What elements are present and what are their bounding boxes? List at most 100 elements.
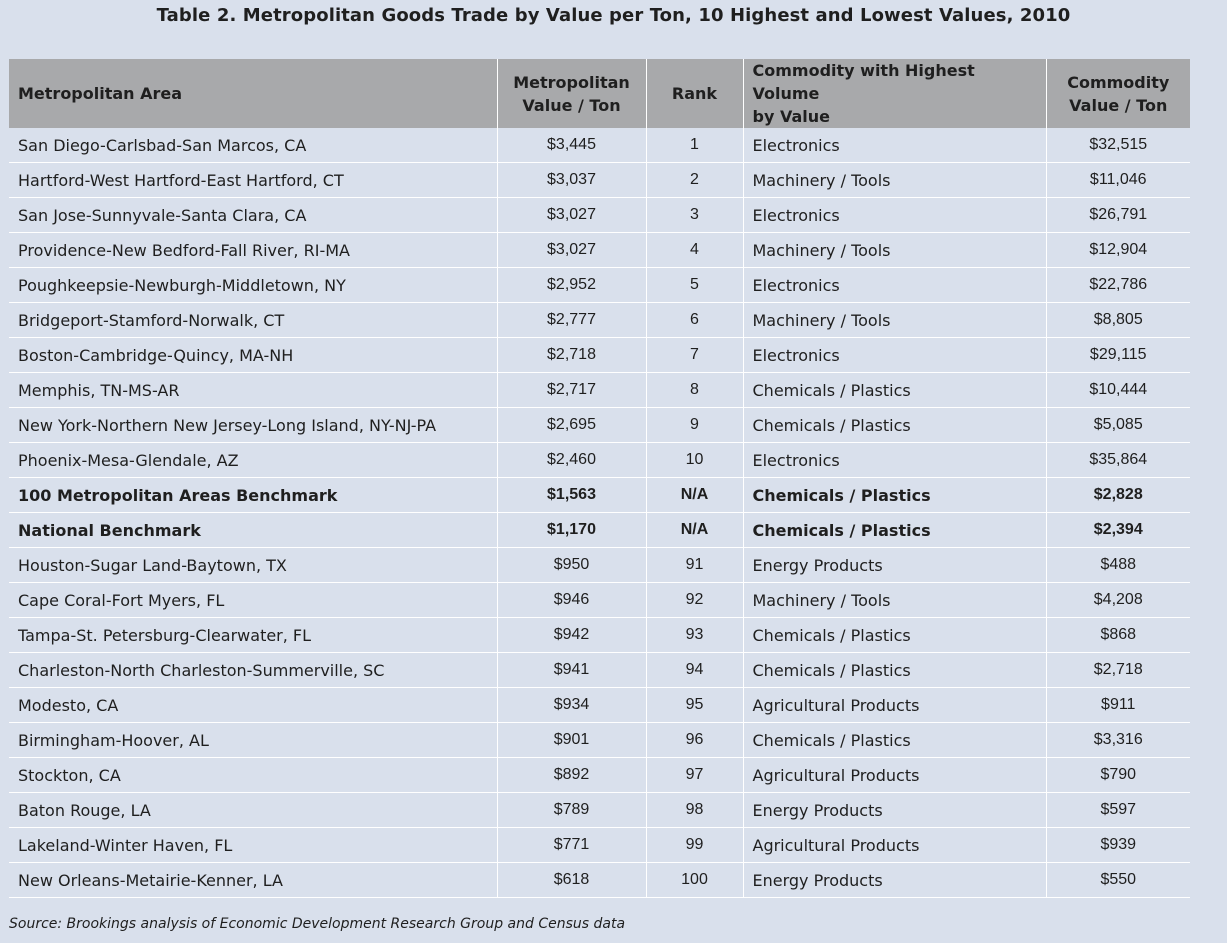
cell-commodity-value: $3,316: [1045, 722, 1190, 758]
cell-commodity-value: $5,085: [1045, 407, 1190, 443]
cell-commodity-value: $597: [1045, 792, 1190, 828]
table-row: Baton Rouge, LA $789 98 Energy Products $597: [9, 792, 1190, 828]
cell-metropolitan-area: Boston-Cambridge-Quincy, MA-NH: [9, 337, 497, 373]
cell-metropolitan-value: $2,717: [496, 372, 646, 408]
cell-commodity: Machinery / Tools: [742, 302, 1046, 338]
cell-rank: 91: [645, 547, 743, 583]
cell-commodity-value: $8,805: [1045, 302, 1190, 338]
cell-commodity: Machinery / Tools: [742, 232, 1046, 268]
cell-metropolitan-value: $789: [496, 792, 646, 828]
table-row: Charleston-North Charleston-Summerville,…: [9, 652, 1190, 688]
cell-commodity-value: $12,904: [1045, 232, 1190, 268]
header-metropolitan-area-label: Metropolitan Area: [18, 84, 183, 103]
cell-metropolitan-value: $2,460: [496, 442, 646, 478]
cell-metropolitan-area: Stockton, CA: [9, 757, 497, 793]
table-header-row: Metropolitan Area Metropolitan Value / T…: [9, 59, 1190, 128]
cell-commodity: Electronics: [742, 128, 1046, 163]
cell-rank: 1: [645, 128, 743, 163]
cell-commodity-value: $4,208: [1045, 582, 1190, 618]
cell-commodity-value: $790: [1045, 757, 1190, 793]
header-metropolitan-area: Metropolitan Area: [9, 59, 497, 128]
table-row: Phoenix-Mesa-Glendale, AZ $2,460 10 Electro…: [9, 442, 1190, 478]
cell-metropolitan-value: $2,695: [496, 407, 646, 443]
cell-commodity: Agricultural Products: [742, 757, 1046, 793]
cell-commodity-value: $32,515: [1045, 128, 1190, 163]
cell-metropolitan-area: Birmingham-Hoover, AL: [9, 722, 497, 758]
cell-rank: 94: [645, 652, 743, 688]
cell-commodity-value: $29,115: [1045, 337, 1190, 373]
cell-metropolitan-area: San Diego-Carlsbad-San Marcos, CA: [9, 128, 497, 163]
cell-metropolitan-area: Hartford-West Hartford-East Hartford, CT: [9, 162, 497, 198]
cell-commodity-value: $868: [1045, 617, 1190, 653]
cell-rank: N/A: [645, 512, 743, 548]
header-metropolitan-value-line2: Value / Ton: [522, 95, 621, 115]
cell-commodity: Electronics: [742, 337, 1046, 373]
cell-rank: 10: [645, 442, 743, 478]
cell-commodity: Energy Products: [742, 547, 1046, 583]
cell-metropolitan-value: $3,027: [496, 232, 646, 268]
cell-rank: 2: [645, 162, 743, 198]
cell-metropolitan-area: Lakeland-Winter Haven, FL: [9, 827, 497, 863]
cell-metropolitan-value: $946: [496, 582, 646, 618]
cell-metropolitan-area: Charleston-North Charleston-Summerville,…: [9, 652, 497, 688]
cell-commodity-value: $911: [1045, 687, 1190, 723]
cell-commodity: Agricultural Products: [742, 687, 1046, 723]
cell-metropolitan-value: $892: [496, 757, 646, 793]
cell-commodity: Energy Products: [742, 792, 1046, 828]
cell-commodity: Energy Products: [742, 862, 1046, 898]
cell-metropolitan-area: Poughkeepsie-Newburgh-Middletown, NY: [9, 267, 497, 303]
table-row: Houston-Sugar Land-Baytown, TX $950 91 Ener…: [9, 547, 1190, 583]
cell-commodity: Chemicals / Plastics: [742, 407, 1046, 443]
cell-rank: 7: [645, 337, 743, 373]
cell-rank: 93: [645, 617, 743, 653]
cell-commodity-value: $488: [1045, 547, 1190, 583]
cell-rank: 100: [645, 862, 743, 898]
cell-commodity-value: $2,718: [1045, 652, 1190, 688]
table-row: San Jose-Sunnyvale-Santa Clara, CA $3,027…: [9, 197, 1190, 233]
cell-metropolitan-area: Modesto, CA: [9, 687, 497, 723]
cell-commodity: Chemicals / Plastics: [742, 617, 1046, 653]
table-row: San Diego-Carlsbad-San Marcos, CA $3,445 1…: [9, 128, 1190, 163]
table-row: Stockton, CA $892 97 Agricultural Products $…: [9, 757, 1190, 793]
table-row: Lakeland-Winter Haven, FL $771 99 Agricultu…: [9, 827, 1190, 863]
cell-metropolitan-value: $3,027: [496, 197, 646, 233]
cell-metropolitan-value: $771: [496, 827, 646, 863]
cell-commodity: Agricultural Products: [742, 827, 1046, 863]
cell-metropolitan-area: New Orleans-Metairie-Kenner, LA: [9, 862, 497, 898]
cell-commodity-value: $11,046: [1045, 162, 1190, 198]
cell-metropolitan-value: $618: [496, 862, 646, 898]
cell-commodity: Machinery / Tools: [742, 582, 1046, 618]
cell-rank: 99: [645, 827, 743, 863]
cell-metropolitan-area: Baton Rouge, LA: [9, 792, 497, 828]
cell-rank: 8: [645, 372, 743, 408]
cell-rank: 96: [645, 722, 743, 758]
cell-metropolitan-area: San Jose-Sunnyvale-Santa Clara, CA: [9, 197, 497, 233]
cell-metropolitan-area: New York-Northern New Jersey-Long Island…: [9, 407, 497, 443]
cell-metropolitan-value: $2,952: [496, 267, 646, 303]
cell-commodity: Chemicals / Plastics: [742, 477, 1046, 513]
table-row: Bridgeport-Stamford-Norwalk, CT $2,777 6 Ma…: [9, 302, 1190, 338]
cell-metropolitan-value: $901: [496, 722, 646, 758]
cell-metropolitan-area: Cape Coral-Fort Myers, FL: [9, 582, 497, 618]
cell-commodity-value: $10,444: [1045, 372, 1190, 408]
trade-value-table: Metropolitan Area Metropolitan Value / T…: [9, 59, 1190, 898]
table-row: Poughkeepsie-Newburgh-Middletown, NY $2,9…: [9, 267, 1190, 303]
table-title: Table 2. Metropolitan Goods Trade by Val…: [156, 5, 1071, 26]
table-row: Tampa-St. Petersburg-Clearwater, FL $942 9…: [9, 617, 1190, 653]
header-commodity-line1: Commodity with Highest Volume: [752, 61, 975, 103]
cell-metropolitan-area: Memphis, TN-MS-AR: [9, 372, 497, 408]
cell-commodity-value: $2,828: [1045, 477, 1190, 513]
cell-commodity-value: $26,791: [1045, 197, 1190, 233]
cell-metropolitan-value: $1,563: [496, 477, 646, 513]
header-rank: Rank: [645, 59, 743, 128]
header-commodity-line2: by Value: [752, 107, 830, 126]
cell-rank: 3: [645, 197, 743, 233]
cell-commodity: Machinery / Tools: [742, 162, 1046, 198]
cell-rank: N/A: [645, 477, 743, 513]
cell-metropolitan-value: $942: [496, 617, 646, 653]
cell-rank: 98: [645, 792, 743, 828]
cell-rank: 4: [645, 232, 743, 268]
cell-metropolitan-area: National Benchmark: [9, 512, 497, 548]
cell-metropolitan-value: $2,777: [496, 302, 646, 338]
header-commodity: Commodity with Highest Volume by Value: [742, 59, 1046, 128]
